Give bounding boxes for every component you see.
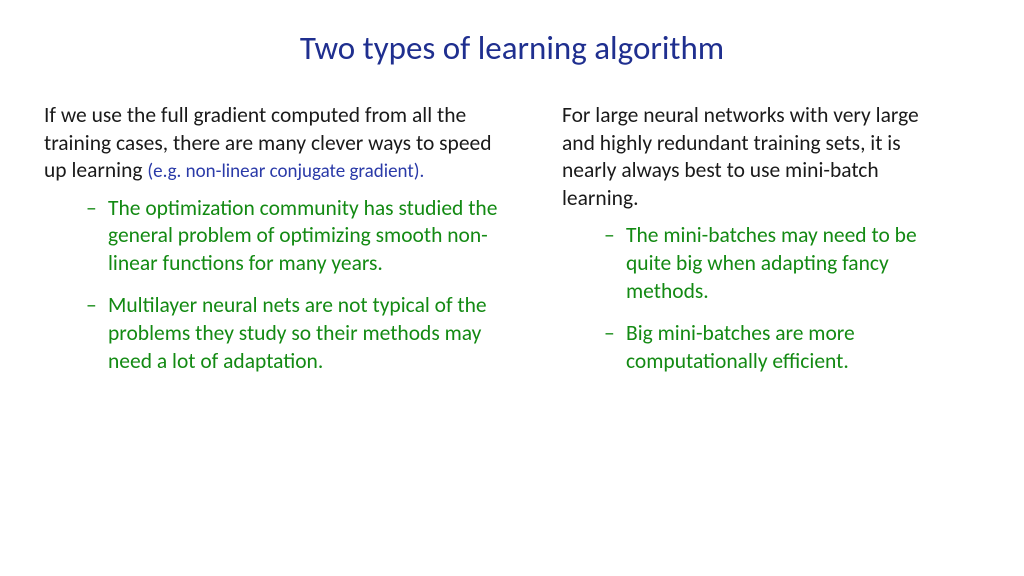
list-item: The mini-batches may need to be quite bi… [604,222,932,306]
two-column-layout: If we use the full gradient computed fro… [44,102,980,390]
right-column: For large neural networks with very larg… [562,102,932,390]
left-paragraph: If we use the full gradient computed fro… [44,102,516,185]
left-bullet-list: The optimization community has studied t… [44,195,516,377]
slide-title: Two types of learning algorithm [44,28,980,68]
list-item: Multilayer neural nets are not typical o… [86,292,516,376]
list-item: The optimization community has studied t… [86,195,516,279]
right-bullet-list: The mini-batches may need to be quite bi… [562,222,932,376]
right-paragraph: For large neural networks with very larg… [562,102,932,212]
left-paragraph-aside: (e.g. non-linear conjugate gradient). [147,160,424,183]
list-item: Big mini-batches are more computationall… [604,320,932,376]
left-column: If we use the full gradient computed fro… [44,102,516,390]
